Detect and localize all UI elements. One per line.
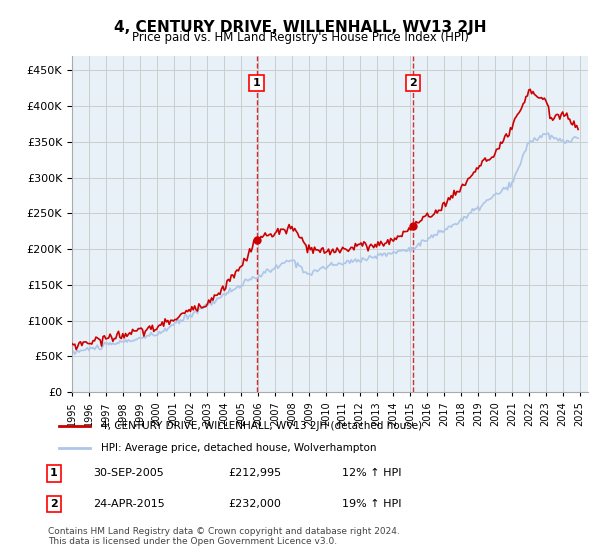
Text: 2: 2 bbox=[50, 499, 58, 509]
Text: Price paid vs. HM Land Registry's House Price Index (HPI): Price paid vs. HM Land Registry's House … bbox=[131, 31, 469, 44]
Text: 4, CENTURY DRIVE, WILLENHALL, WV13 2JH (detached house): 4, CENTURY DRIVE, WILLENHALL, WV13 2JH (… bbox=[101, 421, 422, 431]
Text: £232,000: £232,000 bbox=[228, 499, 281, 509]
Text: 24-APR-2015: 24-APR-2015 bbox=[93, 499, 165, 509]
Text: 30-SEP-2005: 30-SEP-2005 bbox=[93, 468, 164, 478]
Text: HPI: Average price, detached house, Wolverhampton: HPI: Average price, detached house, Wolv… bbox=[101, 443, 376, 453]
Text: 19% ↑ HPI: 19% ↑ HPI bbox=[342, 499, 401, 509]
Text: 12% ↑ HPI: 12% ↑ HPI bbox=[342, 468, 401, 478]
Text: £212,995: £212,995 bbox=[228, 468, 281, 478]
Text: 2: 2 bbox=[409, 78, 417, 88]
Text: 1: 1 bbox=[50, 468, 58, 478]
Text: 4, CENTURY DRIVE, WILLENHALL, WV13 2JH: 4, CENTURY DRIVE, WILLENHALL, WV13 2JH bbox=[114, 20, 486, 35]
Text: Contains HM Land Registry data © Crown copyright and database right 2024.
This d: Contains HM Land Registry data © Crown c… bbox=[48, 526, 400, 546]
Text: 1: 1 bbox=[253, 78, 260, 88]
